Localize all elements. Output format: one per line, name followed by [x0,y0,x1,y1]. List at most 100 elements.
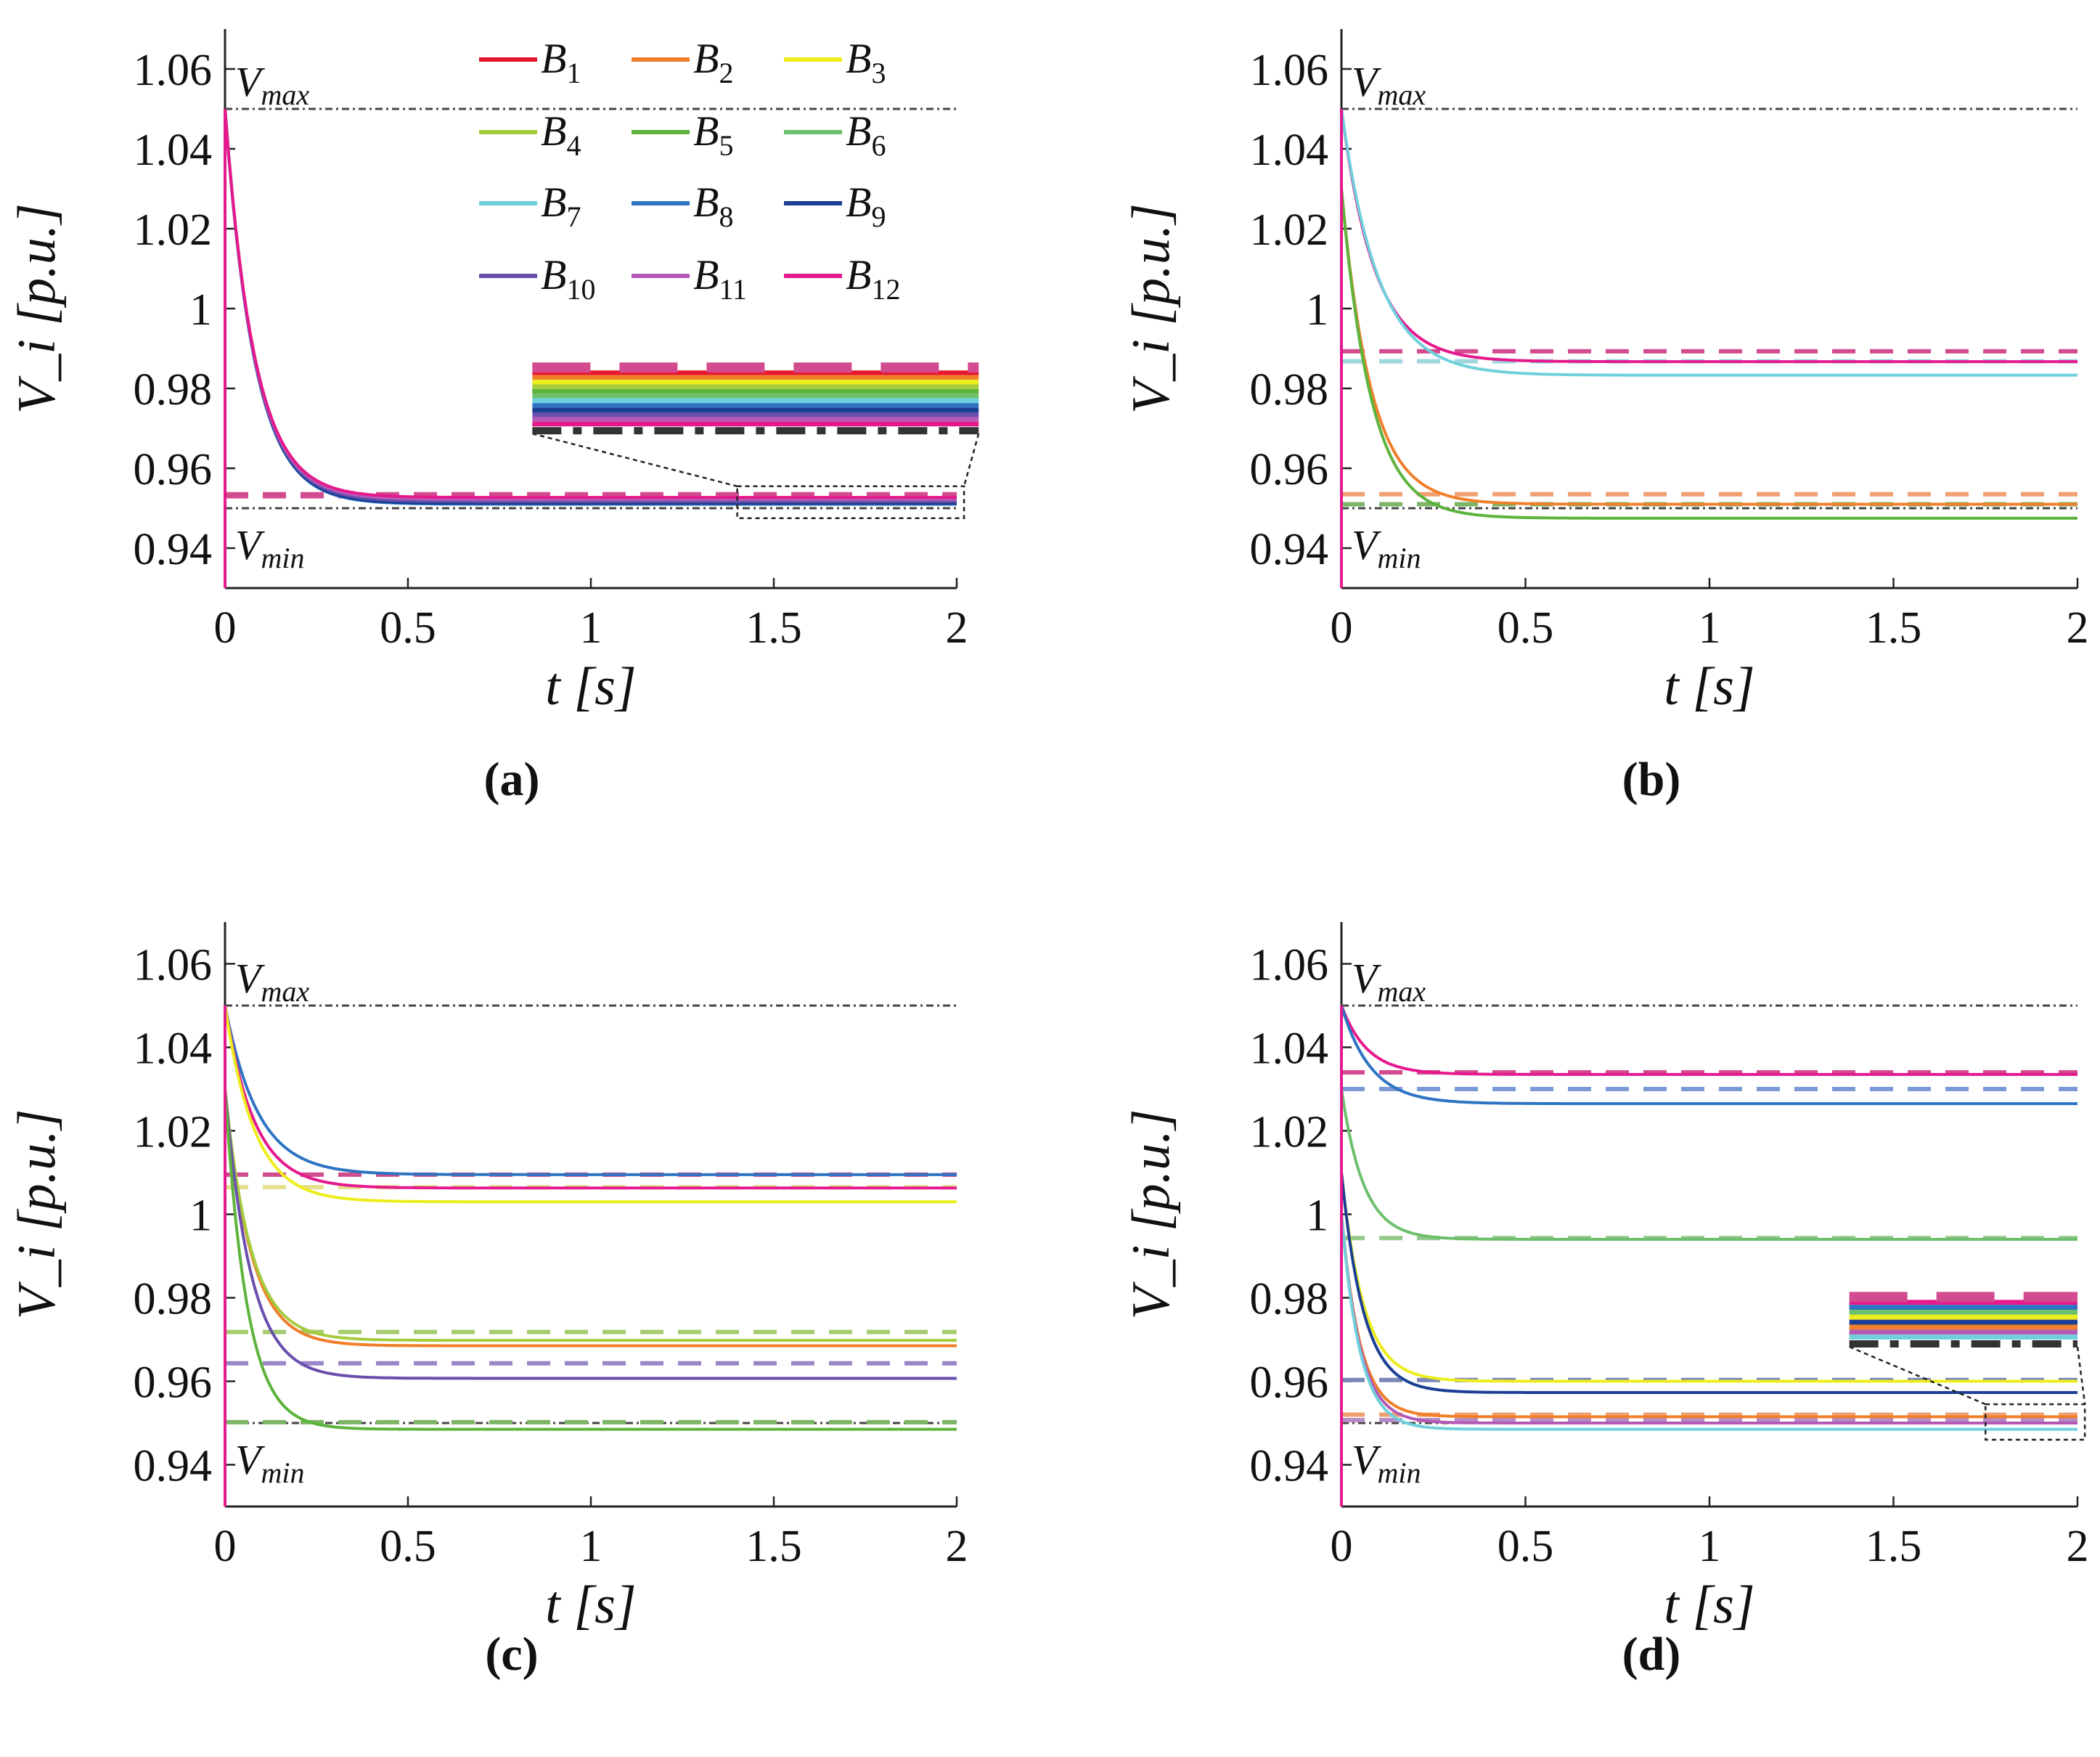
v-min-main: V [235,521,266,568]
x-tick-label: 0.5 [1498,1522,1554,1571]
x-tick-label: 1.5 [745,603,802,653]
x-tick-label: 2 [2067,603,2089,653]
x-tick-label: 1.5 [1866,1522,1922,1571]
y-tick-label: 0.96 [1250,1358,1329,1408]
y-tick-label: 0.94 [1250,525,1329,574]
inset-band [532,380,979,385]
x-tick-label: 2 [2067,1522,2089,1571]
inset-band [1849,1319,2077,1325]
series-line-b7 [1340,108,2077,377]
zoom-connector [963,433,980,487]
v-min-sub: min [261,542,304,574]
v-max-sub: max [1377,78,1426,111]
inset-band [1849,1324,2077,1330]
zoom-connector [532,433,738,487]
series-line-b10 [224,1088,957,1380]
series-line-b9 [224,108,957,505]
series-line-b12 [224,108,957,500]
y-tick-label: 0.94 [134,525,213,574]
inset-band [532,412,979,417]
legend-label-b7: B7 [541,179,581,233]
inset-band [1849,1305,2077,1310]
inset-band [1849,1300,2077,1305]
series-line-b3 [1340,1172,2077,1383]
v-min-main: V [1352,521,1382,568]
panel-caption: (d) [1622,1628,1681,1681]
legend-name: B [541,35,566,82]
legend-label-b5: B5 [693,107,733,162]
zoom-box [1985,1403,2086,1441]
legend-label-b3: B3 [846,35,886,89]
y-axis-label: V_i [p.u.] [7,1109,67,1320]
inset-band [532,375,979,380]
legend-label-b11: B11 [693,251,747,306]
legend-name: B [693,107,719,155]
series-line-b10 [224,108,957,503]
y-tick-label: 1.06 [1250,941,1329,990]
v-min-sub: min [261,1456,304,1489]
series-line-b7 [224,108,957,505]
legend-sub: 7 [566,200,581,233]
x-axis-label: t [s] [545,1575,636,1635]
v-min-label: Vmin [235,1436,304,1489]
v-max-label: Vmax [235,58,309,111]
y-tick-label: 0.94 [1250,1442,1329,1491]
v-min-main: V [235,1436,266,1483]
series-line-b3 [224,1005,957,1204]
legend-sub: 3 [871,57,886,89]
legend-sub: 4 [566,129,581,162]
v-min-sub: min [1377,542,1421,574]
legend-label-b8: B8 [693,179,733,233]
v-max-main: V [1352,955,1382,1002]
legend-sub: 6 [871,129,886,162]
legend-name: B [693,251,719,298]
legend-sub: 9 [871,200,886,233]
x-tick-label: 0 [1331,603,1353,653]
zoom-box [736,485,965,519]
legend-name: B [846,107,871,155]
chart-panel-c: 0 0.5 1 1.5 2 0.94 0.96 0.98 1 1.02 1.04 1.06 t [s] V… [7,922,968,1681]
x-tick-label: 0 [1331,1522,1353,1571]
y-tick-label: 1 [189,1191,212,1241]
x-tick-label: 1.5 [745,1522,802,1571]
series-line-b8 [224,108,957,506]
x-tick-label: 1 [580,1522,602,1571]
series-line-b8 [1340,1005,2077,1106]
inset-band [532,384,979,389]
zoom-connector [1849,1345,1986,1406]
series-line-b12 [224,1005,957,1190]
series-line-b5 [224,1088,957,1431]
y-tick-label: 1.04 [134,126,213,175]
x-tick-label: 0.5 [380,603,436,653]
legend-sub: 10 [566,273,595,306]
series-line-b8 [224,1005,957,1176]
y-tick-label: 0.98 [1250,1275,1329,1324]
x-tick-label: 0 [214,603,237,653]
series-line-b12 [1340,1005,2077,1076]
series-line-b11 [1340,1214,2077,1424]
x-axis-label: t [s] [1664,657,1754,717]
y-tick-label: 0.96 [134,1358,213,1408]
y-tick-label: 1 [189,285,212,335]
series-line-b11 [224,108,957,501]
v-max-label: Vmax [1352,955,1426,1008]
v-max-main: V [235,955,266,1002]
v-max-main: V [235,58,266,105]
series-line-b2 [1340,188,2077,506]
y-tick-label: 1 [1306,1191,1328,1241]
inset-band [532,394,979,399]
x-tick-label: 1 [1699,1522,1721,1571]
legend-name: B [693,35,719,82]
inset-band [1849,1314,2077,1320]
y-tick-label: 1.04 [1250,126,1329,175]
inset-band [532,370,979,375]
y-tick-label: 1.04 [134,1024,213,1074]
y-tick-label: 1.02 [134,1108,213,1157]
series-line-b9 [1340,1172,2077,1394]
legend-sub: 1 [566,57,581,89]
y-tick-label: 0.96 [1250,445,1329,494]
series-line-b4 [224,1088,957,1342]
x-tick-label: 2 [946,603,968,653]
